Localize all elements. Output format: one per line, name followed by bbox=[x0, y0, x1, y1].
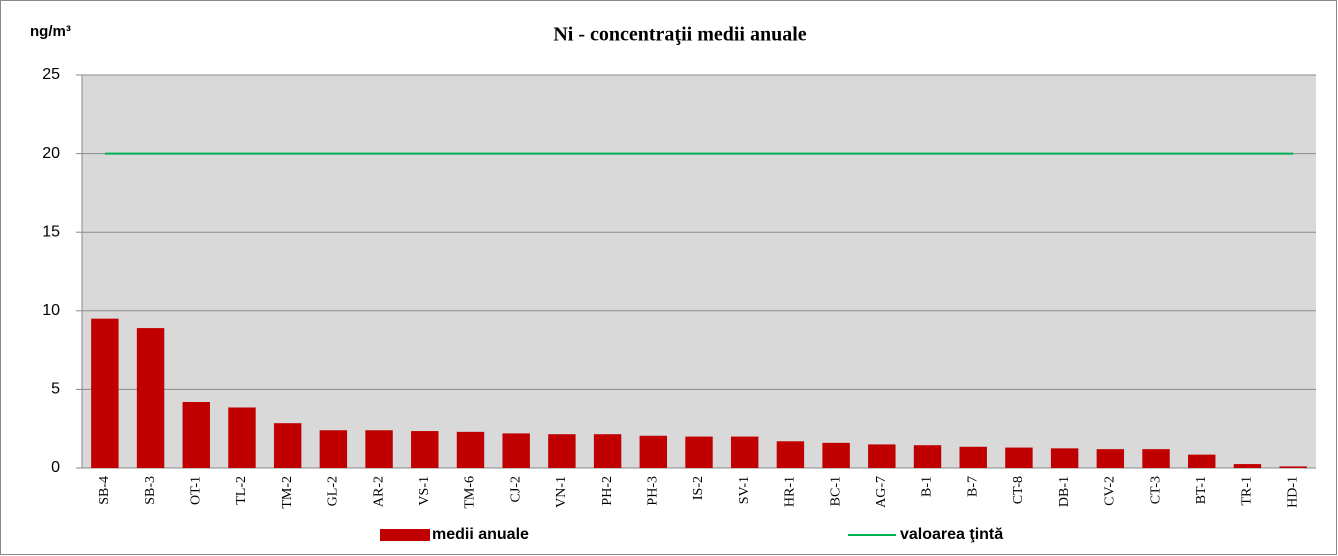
y-axis-label: ng/m³ bbox=[30, 23, 71, 40]
x-tick-label: HD-1 bbox=[1285, 476, 1300, 508]
bar bbox=[411, 431, 439, 468]
x-tick-label: CT-3 bbox=[1148, 476, 1163, 504]
x-tick-label: CT-8 bbox=[1011, 476, 1026, 504]
bar bbox=[639, 435, 668, 468]
bar bbox=[273, 423, 302, 468]
x-tick-label: VS-1 bbox=[417, 476, 432, 506]
x-tick-label: CJ-2 bbox=[508, 476, 523, 502]
bar bbox=[959, 446, 987, 468]
x-tick-label: OT-1 bbox=[188, 476, 203, 505]
bar bbox=[1279, 466, 1307, 468]
bar bbox=[868, 444, 896, 468]
x-tick-label: VN-1 bbox=[554, 476, 569, 508]
bar bbox=[1096, 449, 1125, 468]
x-tick-label: GL-2 bbox=[326, 476, 341, 506]
x-tick-label: IS-2 bbox=[691, 476, 706, 500]
bar bbox=[91, 318, 119, 468]
x-tick-label: SB-3 bbox=[143, 476, 158, 505]
x-tick-label: TL-2 bbox=[234, 476, 249, 505]
bar bbox=[822, 442, 850, 468]
x-tick-label: TM-6 bbox=[463, 476, 478, 509]
y-tick-label: 10 bbox=[42, 302, 60, 319]
x-tick-label: HR-1 bbox=[783, 476, 798, 507]
x-tick-label: AR-2 bbox=[371, 476, 386, 507]
bar bbox=[913, 445, 942, 468]
plot-area bbox=[82, 75, 1316, 468]
x-tick-label: TM-2 bbox=[280, 476, 295, 509]
bar bbox=[685, 436, 713, 468]
bar bbox=[319, 430, 348, 468]
bar bbox=[502, 433, 530, 468]
x-tick-label: B-7 bbox=[965, 476, 980, 497]
bar bbox=[1050, 448, 1079, 468]
y-tick-label: 5 bbox=[51, 381, 60, 398]
x-tick-label: BC-1 bbox=[828, 476, 843, 506]
x-tick-label: PH-2 bbox=[600, 476, 615, 506]
x-tick-label: SB-4 bbox=[97, 476, 112, 505]
bar bbox=[1005, 447, 1033, 468]
y-tick-label: 20 bbox=[42, 145, 60, 162]
x-tick-label: DB-1 bbox=[1057, 476, 1072, 507]
x-tick-label: TR-1 bbox=[1240, 476, 1255, 506]
x-tick-label: AG-7 bbox=[874, 476, 889, 508]
x-tick-label: SV-1 bbox=[737, 476, 752, 504]
bar bbox=[1233, 464, 1262, 468]
x-tick-label: B-1 bbox=[920, 476, 935, 497]
chart-title: Ni - concentraţii medii anuale bbox=[553, 24, 806, 46]
x-tick-label: BT-1 bbox=[1194, 476, 1209, 504]
legend-label: valoarea ţintă bbox=[900, 526, 1003, 543]
bar bbox=[182, 401, 210, 468]
bar bbox=[1142, 449, 1170, 468]
bar bbox=[456, 431, 485, 468]
y-tick-label: 25 bbox=[42, 66, 60, 83]
bar bbox=[776, 441, 805, 468]
bar bbox=[730, 436, 759, 468]
x-tick-label: CV-2 bbox=[1103, 476, 1118, 506]
y-tick-label: 15 bbox=[42, 223, 60, 240]
bar bbox=[548, 434, 576, 468]
bar bbox=[365, 430, 393, 468]
x-tick-label: PH-3 bbox=[646, 476, 661, 506]
bar bbox=[228, 407, 256, 468]
y-tick-label: 0 bbox=[51, 459, 60, 476]
bar bbox=[593, 434, 622, 468]
legend-label: medii anuale bbox=[432, 526, 529, 543]
bar bbox=[1188, 454, 1216, 468]
legend-swatch bbox=[380, 529, 430, 541]
bar bbox=[136, 328, 165, 468]
